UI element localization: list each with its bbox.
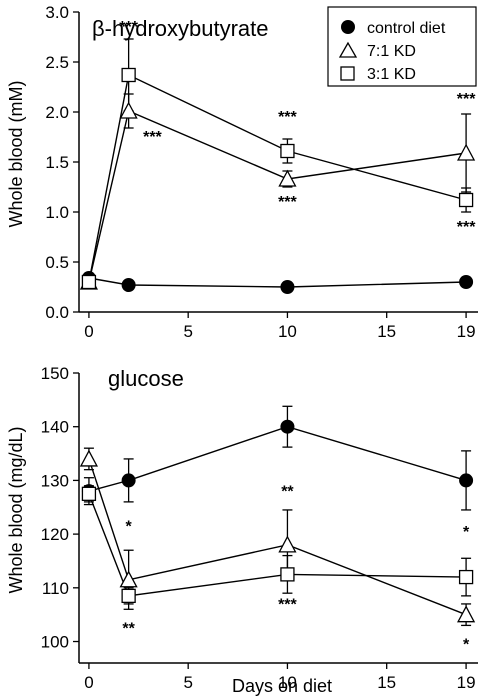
x-tick-label: 19 [457, 322, 476, 341]
data-point-7to1 [457, 605, 476, 623]
data-point-7to1 [457, 143, 476, 161]
data-point-7to1 [79, 449, 99, 467]
y-tick-label: 2.5 [45, 53, 69, 72]
significance-marker: *** [278, 596, 297, 613]
significance-marker: *** [119, 19, 138, 36]
significance-marker: *** [457, 91, 476, 108]
significance-marker: *** [457, 219, 476, 236]
x-axis-label: Days on diet [232, 676, 332, 696]
legend-marker-7to1 [338, 41, 358, 58]
data-point-control [121, 278, 136, 292]
significance-marker: ** [281, 484, 294, 501]
x-tick-label: 10 [278, 673, 297, 692]
data-point-3to1 [280, 143, 295, 159]
data-point-control [280, 419, 295, 434]
data-point-control [459, 473, 474, 488]
data-point-control [459, 275, 474, 289]
x-tick-label: 5 [183, 673, 192, 692]
legend-label-control: control diet [367, 20, 446, 37]
data-point-3to1 [458, 569, 474, 585]
y-tick-label: 110 [42, 579, 69, 598]
legend-label-3to1: 3:1 KD [367, 66, 416, 83]
data-point-control [121, 473, 136, 488]
data-point-control [280, 280, 295, 294]
data-point-7to1 [278, 535, 297, 553]
data-point-7to1 [119, 101, 138, 119]
y-tick-label: 120 [41, 525, 69, 544]
significance-marker: * [463, 637, 470, 654]
x-tick-label: 10 [278, 322, 297, 341]
panel-title: glucose [108, 366, 184, 391]
significance-marker: * [126, 518, 133, 535]
y-tick-label: 150 [41, 364, 69, 383]
significance-marker: *** [278, 194, 297, 211]
panel-bhb: β-hydroxybutyrate Whole blood (mM) 0 5 10 1… [6, 3, 478, 341]
series-line-circle [88, 425, 467, 492]
legend-label-7to1: 7:1 KD [367, 43, 416, 60]
legend-marker-3to1 [340, 66, 355, 81]
significance-marker: * [463, 524, 470, 541]
x-tick-label: 15 [377, 322, 396, 341]
tick-layer: 0 5 10 15 19 0.0 0.5 1.0 1.5 2.0 2.5 3.0 [45, 3, 475, 341]
x-tick-label: 15 [377, 673, 396, 692]
significance-marker: *** [143, 129, 162, 146]
y-tick-label: 130 [41, 471, 69, 490]
annotation-layer: *** *** *** *** *** *** [119, 19, 476, 236]
y-tick-label: 2.0 [45, 103, 69, 122]
tick-layer: 0 5 10 15 19 100 110 120 130 140 150 [41, 364, 476, 692]
y-tick-label: 3.0 [45, 3, 69, 22]
panel-title: β-hydroxybutyrate [92, 16, 269, 41]
data-point-3to1 [458, 192, 474, 208]
series-line-square [88, 73, 467, 283]
x-tick-label: 19 [457, 673, 476, 692]
y-tick-label: 0.0 [45, 303, 69, 322]
x-tick-label: 5 [183, 322, 192, 341]
y-tick-label: 1.5 [45, 153, 69, 172]
series-line-square [88, 493, 467, 597]
series-line-triangle [88, 110, 467, 283]
significance-marker: ** [122, 620, 135, 637]
y-tick-label: 140 [41, 418, 69, 437]
x-tick-label: 0 [84, 322, 93, 341]
x-tick-label: 0 [84, 673, 93, 692]
data-point-3to1 [81, 274, 97, 290]
panel-glucose: glucose Whole blood (mg/dL) Days on diet… [6, 364, 478, 696]
y-axis-label: Whole blood (mg/dL) [6, 426, 26, 593]
significance-marker: *** [278, 109, 297, 126]
legend-marker-control [341, 20, 355, 34]
y-tick-label: 1.0 [45, 203, 69, 222]
y-axis-label: Whole blood (mM) [6, 80, 26, 227]
y-tick-label: 0.5 [45, 253, 69, 272]
legend: control diet 7:1 KD 3:1 KD [327, 6, 477, 87]
data-point-3to1 [121, 588, 136, 604]
series-layer [79, 38, 476, 294]
y-tick-label: 100 [41, 633, 69, 652]
data-point-7to1 [278, 169, 297, 187]
series-layer [79, 405, 476, 627]
data-point-3to1 [81, 486, 97, 501]
data-point-7to1 [119, 570, 138, 588]
annotation-layer: ********** [122, 484, 470, 654]
series-line-circle [88, 277, 467, 288]
data-point-3to1 [121, 67, 136, 83]
series-line-triangle [88, 458, 467, 616]
data-point-3to1 [280, 567, 295, 582]
